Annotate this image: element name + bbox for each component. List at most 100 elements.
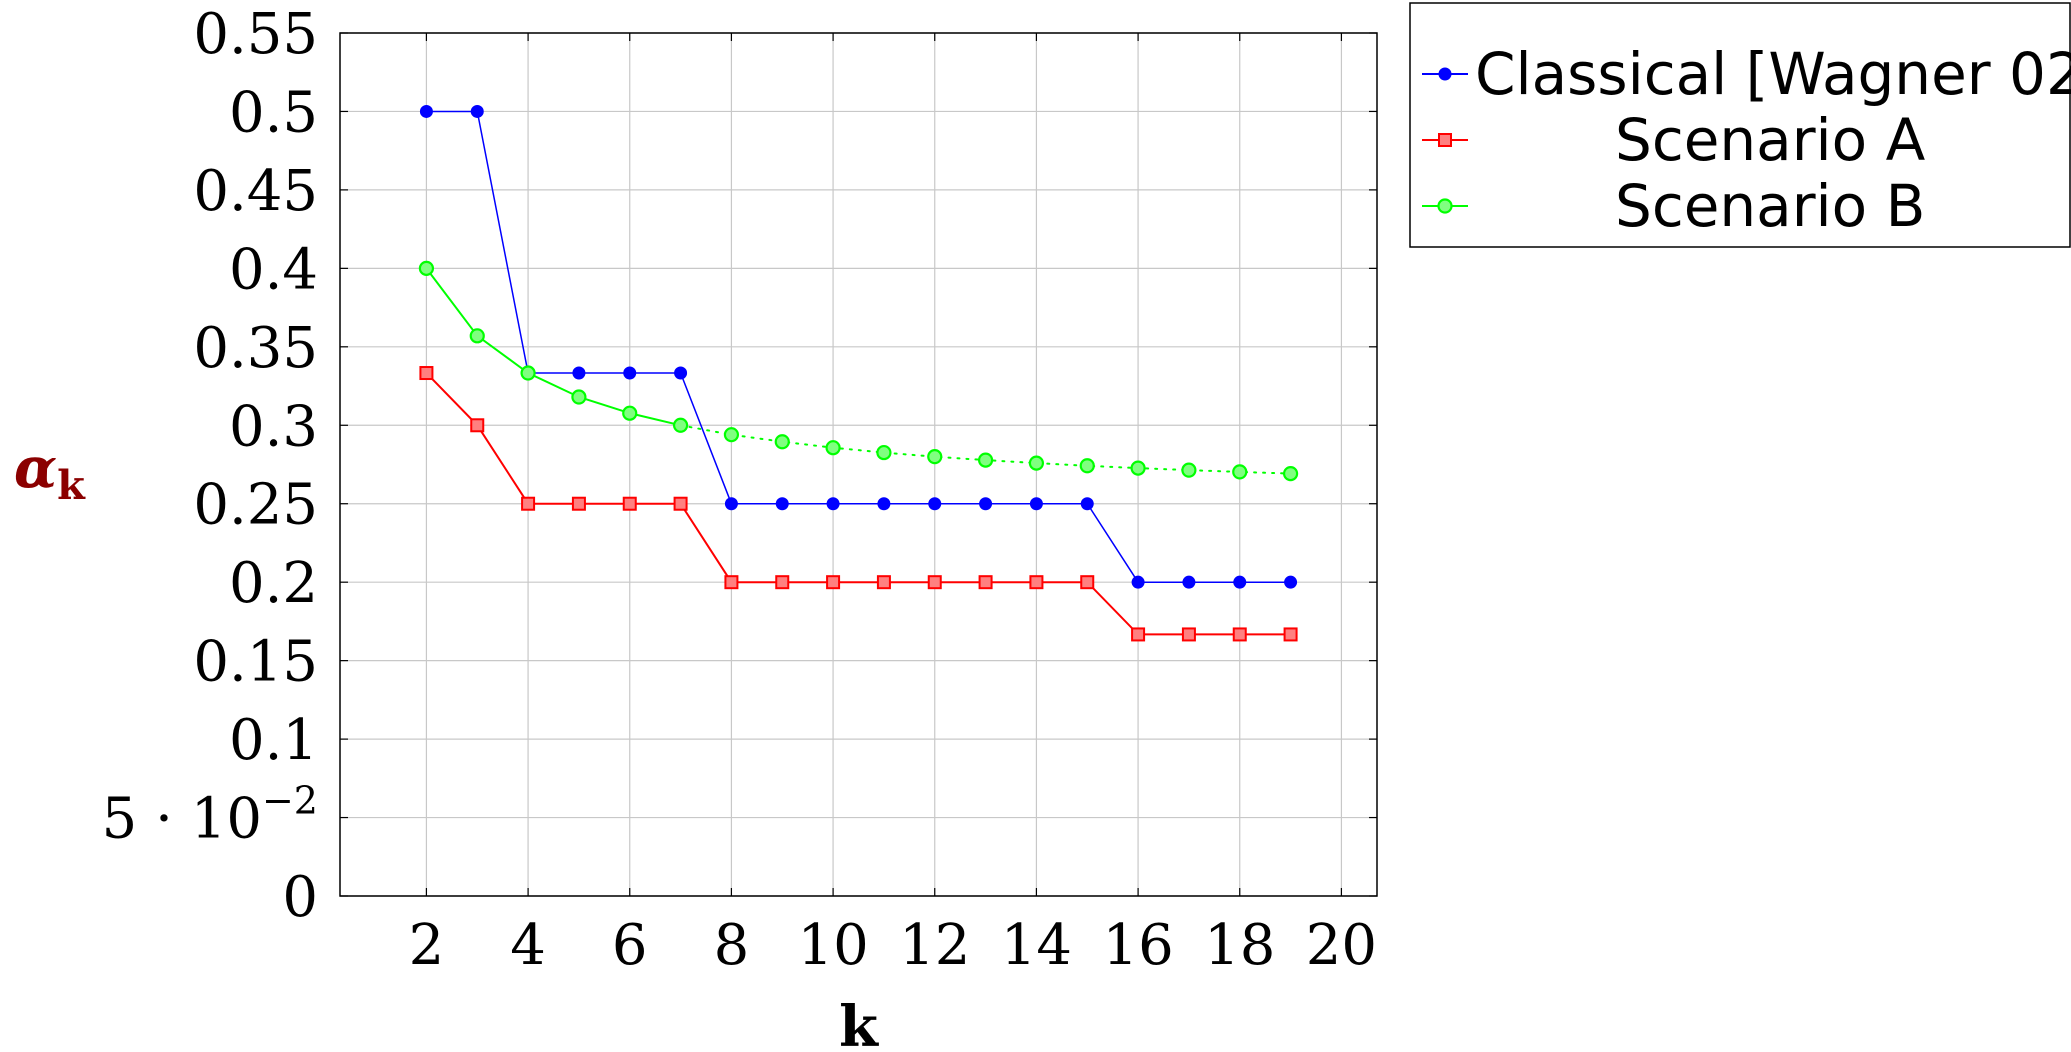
- data-point: [1181, 627, 1196, 642]
- legend-entry: Scenario B: [1422, 172, 1925, 240]
- y-tick-label: 0: [282, 865, 318, 930]
- data-point: [622, 496, 637, 511]
- data-point: [1233, 575, 1247, 589]
- y-axis-title-base: α: [14, 435, 57, 501]
- legend-label: Scenario A: [1615, 106, 1926, 174]
- data-point: [673, 496, 688, 511]
- data-point: [622, 405, 638, 421]
- x-tick-label: 20: [1306, 913, 1377, 978]
- x-tick-label: 14: [1001, 913, 1072, 978]
- series-line: [426, 110, 1291, 583]
- data-point: [1438, 67, 1452, 81]
- data-point: [1080, 497, 1094, 511]
- data-point: [1438, 133, 1452, 147]
- y-tick-label: 0.55: [193, 2, 318, 67]
- legend-box: [1409, 2, 2071, 248]
- y-tick-label: 0.3: [229, 394, 318, 459]
- x-tick-label: 10: [797, 913, 868, 978]
- y-tick-label: 5 · 10−2: [102, 779, 318, 852]
- data-point: [1182, 575, 1196, 589]
- data-point: [928, 497, 942, 511]
- data-point: [1181, 462, 1197, 478]
- legend-label: Classical [Wagner 02]: [1475, 40, 2071, 108]
- data-point: [1131, 575, 1145, 589]
- data-point: [1029, 575, 1044, 590]
- data-point: [724, 497, 738, 511]
- data-point: [775, 575, 790, 590]
- data-point: [521, 496, 536, 511]
- y-tick-label: 0.5: [229, 80, 318, 145]
- series-layer: [418, 104, 1299, 642]
- x-tick-label: 16: [1102, 913, 1173, 978]
- data-point: [876, 575, 891, 590]
- data-point: [927, 575, 942, 590]
- data-point: [877, 497, 891, 511]
- data-point: [470, 104, 484, 118]
- data-point: [1080, 575, 1095, 590]
- data-point: [470, 418, 485, 433]
- x-tick-label: 4: [510, 913, 546, 978]
- y-tick-label: 0.1: [229, 708, 318, 773]
- x-tick-label: 6: [612, 913, 648, 978]
- legend-entry: Classical [Wagner 02]: [1422, 40, 2071, 108]
- data-point: [572, 366, 586, 380]
- data-point: [1232, 464, 1248, 480]
- series-scenario-b: [418, 260, 1299, 482]
- data-point: [1437, 198, 1453, 214]
- data-point: [723, 427, 740, 443]
- data-point: [979, 497, 993, 511]
- grid: [340, 32, 1377, 897]
- tick-labels: 2 4 6 8 10 12 14 16 18 20 0 5 · 10−20.1 0.15 0.2 0.25 0…: [102, 2, 1377, 978]
- data-point: [1079, 458, 1095, 474]
- data-point: [672, 417, 689, 433]
- data-point: [775, 497, 789, 511]
- data-point: [724, 575, 739, 590]
- data-point: [571, 389, 587, 405]
- data-point: [1130, 460, 1146, 476]
- data-point: [1232, 627, 1247, 642]
- series-scenario-a: [419, 366, 1298, 642]
- data-point: [774, 434, 790, 450]
- y-tick-label: 0.25: [193, 473, 318, 538]
- data-point: [419, 104, 433, 118]
- data-point: [927, 449, 943, 465]
- legend-entry: Scenario A: [1422, 106, 1926, 174]
- y-tick-label: 0.35: [193, 316, 318, 381]
- series-line: [425, 372, 1291, 636]
- data-point: [674, 366, 688, 380]
- y-axis-title: αk: [14, 435, 86, 509]
- data-point: [520, 365, 536, 381]
- data-point: [1131, 627, 1146, 642]
- x-axis-title: k: [839, 994, 879, 1052]
- data-point: [1282, 466, 1299, 482]
- data-point: [1029, 497, 1043, 511]
- data-point: [419, 366, 434, 381]
- data-point: [876, 444, 892, 461]
- y-axis-title-sub: k: [57, 462, 86, 509]
- series-line: [425, 267, 681, 427]
- y-tick-label: 0.4: [229, 237, 318, 302]
- data-point: [826, 497, 840, 511]
- data-point: [1028, 455, 1045, 471]
- x-tick-label: 18: [1204, 913, 1275, 978]
- x-tick-label: 2: [409, 913, 445, 978]
- data-point: [418, 260, 435, 276]
- data-point: [978, 575, 993, 590]
- data-point: [623, 366, 637, 380]
- data-point: [1283, 627, 1298, 642]
- data-point: [825, 440, 841, 456]
- data-point: [1284, 575, 1298, 589]
- data-point: [826, 575, 841, 590]
- y-tick-label: 0.45: [193, 159, 318, 224]
- data-point: [571, 496, 586, 511]
- data-point: [469, 328, 485, 344]
- y-tick-label: 0.15: [193, 630, 318, 695]
- data-point: [977, 452, 994, 468]
- x-tick-label: 12: [899, 913, 970, 978]
- plot-frame: [339, 32, 1378, 897]
- legend-label: Scenario B: [1615, 172, 1925, 240]
- y-tick-label: 0.2: [229, 551, 318, 616]
- legend: Classical [Wagner 02]Scenario AScenario …: [1409, 2, 2071, 248]
- x-tick-label: 8: [714, 913, 750, 978]
